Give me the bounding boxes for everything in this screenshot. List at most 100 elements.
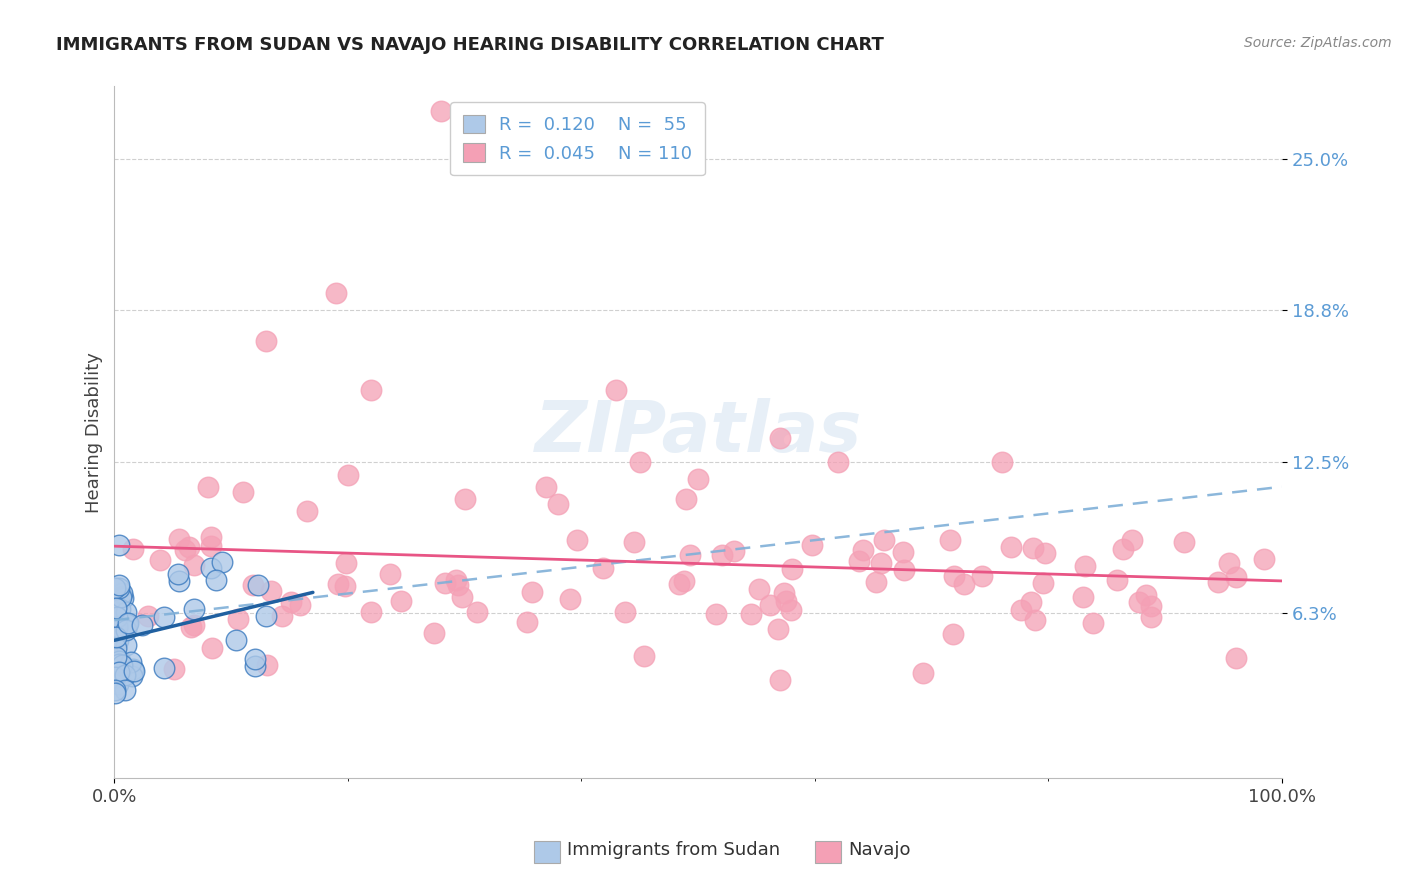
Point [447, 578, 470, 592]
Point [336, 467, 359, 482]
Point [200, 530, 222, 544]
Point [108, 602, 131, 616]
Point [333, 579, 356, 593]
Point [1022, 541, 1045, 555]
Point [1135, 587, 1157, 601]
Point [114, 623, 136, 637]
Point [972, 568, 994, 582]
Point [893, 563, 915, 577]
Point [565, 533, 588, 548]
Point [167, 532, 190, 546]
Point [107, 656, 129, 670]
Point [104, 670, 127, 684]
Point [108, 657, 131, 671]
Point [891, 545, 914, 559]
Point [827, 455, 849, 469]
Point [325, 285, 347, 300]
Point [104, 683, 127, 698]
Point [769, 673, 792, 687]
Point [759, 598, 782, 612]
Point [138, 609, 160, 624]
Point [104, 630, 127, 644]
Point [173, 543, 195, 558]
Point [115, 605, 138, 619]
Point [688, 473, 710, 487]
Point [105, 665, 128, 680]
Point [775, 594, 797, 608]
Point [952, 576, 974, 591]
Point [1253, 552, 1275, 566]
Point [389, 593, 412, 607]
Point [1011, 602, 1033, 616]
Point [122, 664, 145, 678]
Point [228, 612, 250, 626]
Text: Navajo: Navajo [848, 841, 910, 859]
Point [108, 654, 131, 668]
Point [104, 600, 127, 615]
Point [295, 504, 318, 518]
Point [105, 620, 128, 634]
Point [108, 578, 131, 592]
Point [613, 605, 636, 619]
Point [1105, 573, 1128, 587]
Point [167, 566, 190, 581]
Point [114, 668, 136, 682]
Point [516, 615, 538, 629]
Point [536, 480, 558, 494]
Point [869, 556, 891, 570]
Point [183, 558, 205, 572]
Point [254, 334, 277, 348]
Point [111, 585, 134, 599]
Point [430, 103, 453, 118]
Point [740, 607, 762, 621]
Point [121, 669, 143, 683]
Point [152, 610, 174, 624]
Point [672, 574, 695, 588]
Point [197, 480, 219, 494]
Point [1000, 541, 1022, 555]
Point [247, 577, 270, 591]
Point [520, 585, 543, 599]
Point [107, 619, 129, 633]
Point [108, 654, 131, 668]
Point [1218, 556, 1240, 570]
Point [1024, 613, 1046, 627]
Point [711, 548, 734, 562]
Point [1140, 599, 1163, 614]
Point [180, 620, 202, 634]
Point [848, 554, 870, 568]
Point [288, 598, 311, 612]
Y-axis label: Hearing Disability: Hearing Disability [86, 351, 103, 513]
Point [1225, 570, 1247, 584]
Point [912, 665, 935, 680]
Point [990, 455, 1012, 469]
Point [112, 591, 135, 605]
Point [623, 535, 645, 549]
Point [465, 605, 488, 619]
Point [108, 538, 131, 552]
Point [451, 590, 474, 604]
Point [766, 622, 789, 636]
Point [1208, 575, 1230, 590]
Point [633, 648, 655, 663]
Point [605, 383, 627, 397]
Point [183, 602, 205, 616]
Point [360, 606, 382, 620]
Point [723, 544, 745, 558]
Point [1019, 595, 1042, 609]
Legend: R =  0.120    N =  55, R =  0.045    N = 110: R = 0.120 N = 55, R = 0.045 N = 110 [450, 103, 704, 176]
Point [104, 581, 127, 595]
Point [163, 662, 186, 676]
Point [769, 431, 792, 445]
Point [423, 626, 446, 640]
Point [592, 561, 614, 575]
Point [179, 540, 201, 554]
Point [1081, 615, 1104, 630]
Point [865, 574, 887, 589]
Point [121, 541, 143, 556]
Point [668, 577, 690, 591]
Point [205, 573, 228, 587]
Point [104, 686, 127, 700]
Point [675, 491, 697, 506]
Point [104, 650, 127, 665]
